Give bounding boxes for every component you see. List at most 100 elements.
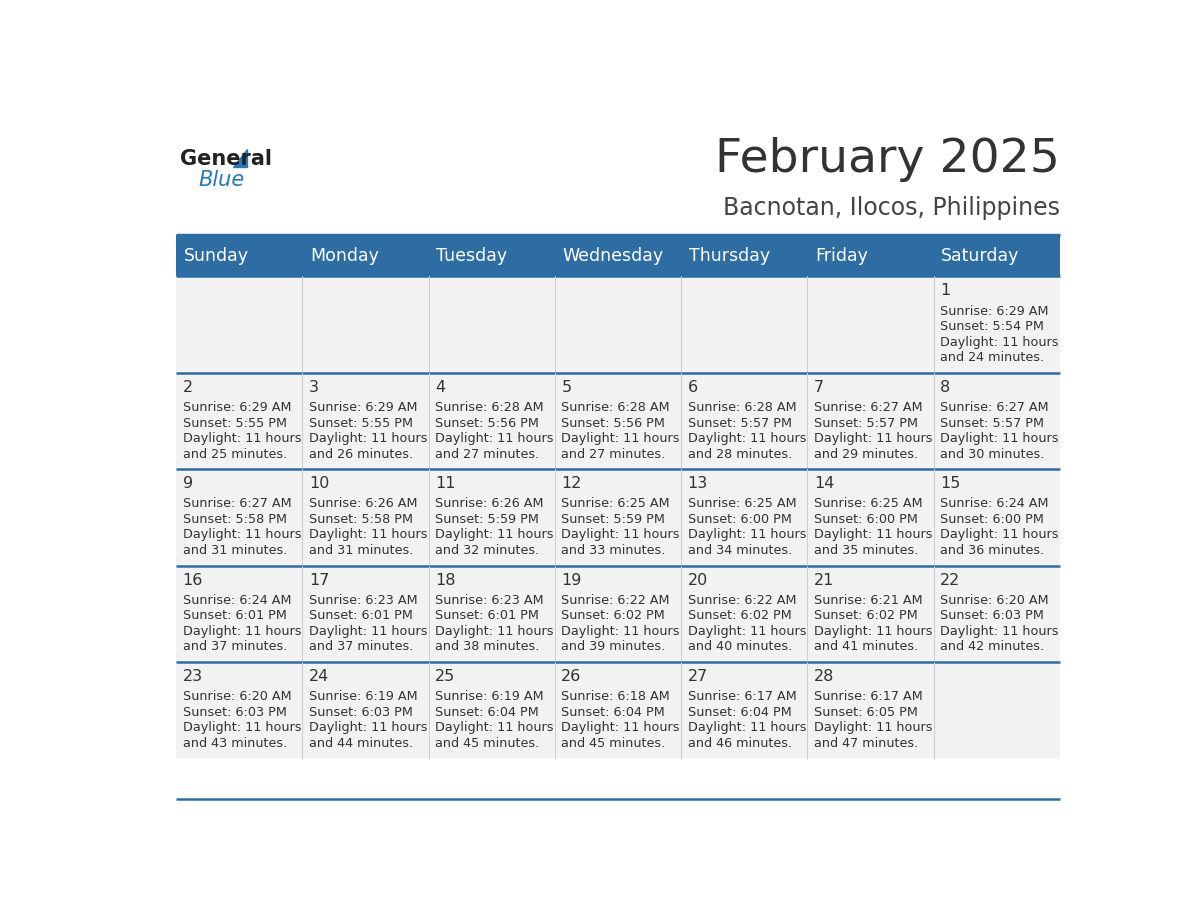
Text: Daylight: 11 hours: Daylight: 11 hours <box>688 722 807 734</box>
Text: Monday: Monday <box>310 247 379 264</box>
Text: and 47 minutes.: and 47 minutes. <box>814 737 918 750</box>
Bar <box>429 276 555 373</box>
Text: Sunrise: 6:28 AM: Sunrise: 6:28 AM <box>688 401 796 414</box>
Text: Sunset: 6:04 PM: Sunset: 6:04 PM <box>688 706 791 719</box>
Bar <box>934 235 1060 276</box>
Text: Sunset: 6:03 PM: Sunset: 6:03 PM <box>183 706 286 719</box>
Text: Tuesday: Tuesday <box>436 247 507 264</box>
Text: Sunrise: 6:22 AM: Sunrise: 6:22 AM <box>688 594 796 607</box>
Text: Sunset: 5:56 PM: Sunset: 5:56 PM <box>562 417 665 430</box>
Text: Daylight: 11 hours: Daylight: 11 hours <box>940 336 1059 349</box>
Text: Sunset: 6:00 PM: Sunset: 6:00 PM <box>688 513 791 526</box>
Bar <box>429 235 555 276</box>
Text: Sunset: 6:04 PM: Sunset: 6:04 PM <box>562 706 665 719</box>
Text: Daylight: 11 hours: Daylight: 11 hours <box>183 529 301 542</box>
Text: Sunset: 5:59 PM: Sunset: 5:59 PM <box>435 513 539 526</box>
Bar <box>176 662 303 758</box>
Text: Sunset: 6:05 PM: Sunset: 6:05 PM <box>814 706 918 719</box>
Text: Sunrise: 6:25 AM: Sunrise: 6:25 AM <box>814 498 923 510</box>
Text: 7: 7 <box>814 380 824 395</box>
Text: Sunrise: 6:27 AM: Sunrise: 6:27 AM <box>183 498 291 510</box>
Text: Sunrise: 6:17 AM: Sunrise: 6:17 AM <box>814 690 923 703</box>
Text: 11: 11 <box>435 476 456 491</box>
Text: Sunset: 6:01 PM: Sunset: 6:01 PM <box>183 610 286 622</box>
Text: Saturday: Saturday <box>941 247 1019 264</box>
Bar <box>176 565 303 662</box>
Text: Sunday: Sunday <box>183 247 248 264</box>
Text: 10: 10 <box>309 476 329 491</box>
Text: Daylight: 11 hours: Daylight: 11 hours <box>562 529 680 542</box>
Text: Sunrise: 6:29 AM: Sunrise: 6:29 AM <box>183 401 291 414</box>
Text: Daylight: 11 hours: Daylight: 11 hours <box>435 722 554 734</box>
Bar <box>555 469 681 565</box>
Text: and 28 minutes.: and 28 minutes. <box>688 448 792 461</box>
Text: 25: 25 <box>435 669 455 684</box>
Text: Sunrise: 6:25 AM: Sunrise: 6:25 AM <box>688 498 796 510</box>
Bar <box>934 469 1060 565</box>
Text: Sunset: 6:00 PM: Sunset: 6:00 PM <box>814 513 918 526</box>
Text: Blue: Blue <box>198 170 245 189</box>
Bar <box>681 276 808 373</box>
Text: Daylight: 11 hours: Daylight: 11 hours <box>435 529 554 542</box>
Text: Sunset: 6:00 PM: Sunset: 6:00 PM <box>940 513 1044 526</box>
Text: Daylight: 11 hours: Daylight: 11 hours <box>814 625 933 638</box>
Text: Daylight: 11 hours: Daylight: 11 hours <box>814 529 933 542</box>
Bar <box>555 565 681 662</box>
Text: and 34 minutes.: and 34 minutes. <box>688 544 792 557</box>
Text: Daylight: 11 hours: Daylight: 11 hours <box>309 625 428 638</box>
Bar <box>808 565 934 662</box>
Bar <box>429 373 555 469</box>
Text: and 27 minutes.: and 27 minutes. <box>562 448 665 461</box>
Text: Sunrise: 6:28 AM: Sunrise: 6:28 AM <box>435 401 544 414</box>
Text: 4: 4 <box>435 380 446 395</box>
Text: Sunset: 6:01 PM: Sunset: 6:01 PM <box>435 610 539 622</box>
Text: and 24 minutes.: and 24 minutes. <box>940 352 1044 364</box>
Text: 1: 1 <box>940 284 950 298</box>
Text: 3: 3 <box>309 380 318 395</box>
Bar <box>303 235 429 276</box>
Text: Sunrise: 6:29 AM: Sunrise: 6:29 AM <box>309 401 417 414</box>
Bar <box>176 373 303 469</box>
Text: and 37 minutes.: and 37 minutes. <box>183 641 287 654</box>
Text: Wednesday: Wednesday <box>562 247 663 264</box>
Text: Friday: Friday <box>815 247 867 264</box>
Text: Daylight: 11 hours: Daylight: 11 hours <box>183 625 301 638</box>
Text: Sunrise: 6:26 AM: Sunrise: 6:26 AM <box>309 498 417 510</box>
Text: 6: 6 <box>688 380 697 395</box>
Text: 27: 27 <box>688 669 708 684</box>
Text: and 26 minutes.: and 26 minutes. <box>309 448 413 461</box>
Text: Sunset: 6:02 PM: Sunset: 6:02 PM <box>688 610 791 622</box>
Text: and 30 minutes.: and 30 minutes. <box>940 448 1044 461</box>
Text: Sunrise: 6:19 AM: Sunrise: 6:19 AM <box>309 690 417 703</box>
Text: and 38 minutes.: and 38 minutes. <box>435 641 539 654</box>
Text: and 27 minutes.: and 27 minutes. <box>435 448 539 461</box>
Text: February 2025: February 2025 <box>715 137 1060 182</box>
Text: 2: 2 <box>183 380 192 395</box>
Bar <box>303 565 429 662</box>
Text: Sunrise: 6:19 AM: Sunrise: 6:19 AM <box>435 690 544 703</box>
Text: 12: 12 <box>562 476 582 491</box>
Text: and 40 minutes.: and 40 minutes. <box>688 641 792 654</box>
Bar <box>429 662 555 758</box>
Text: Sunset: 6:03 PM: Sunset: 6:03 PM <box>309 706 412 719</box>
Text: Sunset: 6:02 PM: Sunset: 6:02 PM <box>562 610 665 622</box>
Text: Sunset: 5:55 PM: Sunset: 5:55 PM <box>183 417 286 430</box>
Text: Sunrise: 6:27 AM: Sunrise: 6:27 AM <box>940 401 1049 414</box>
Text: Daylight: 11 hours: Daylight: 11 hours <box>183 432 301 445</box>
Text: and 45 minutes.: and 45 minutes. <box>435 737 539 750</box>
Bar <box>934 662 1060 758</box>
Text: Sunrise: 6:24 AM: Sunrise: 6:24 AM <box>183 594 291 607</box>
Bar <box>681 469 808 565</box>
Text: Sunset: 5:58 PM: Sunset: 5:58 PM <box>183 513 286 526</box>
Text: 14: 14 <box>814 476 834 491</box>
Text: Sunrise: 6:29 AM: Sunrise: 6:29 AM <box>940 305 1049 318</box>
Text: Daylight: 11 hours: Daylight: 11 hours <box>562 722 680 734</box>
Text: and 31 minutes.: and 31 minutes. <box>309 544 413 557</box>
Text: and 46 minutes.: and 46 minutes. <box>688 737 791 750</box>
Text: Sunset: 6:01 PM: Sunset: 6:01 PM <box>309 610 412 622</box>
Bar <box>303 373 429 469</box>
Bar <box>555 235 681 276</box>
Bar <box>808 276 934 373</box>
Text: and 45 minutes.: and 45 minutes. <box>562 737 665 750</box>
Text: Sunrise: 6:28 AM: Sunrise: 6:28 AM <box>562 401 670 414</box>
